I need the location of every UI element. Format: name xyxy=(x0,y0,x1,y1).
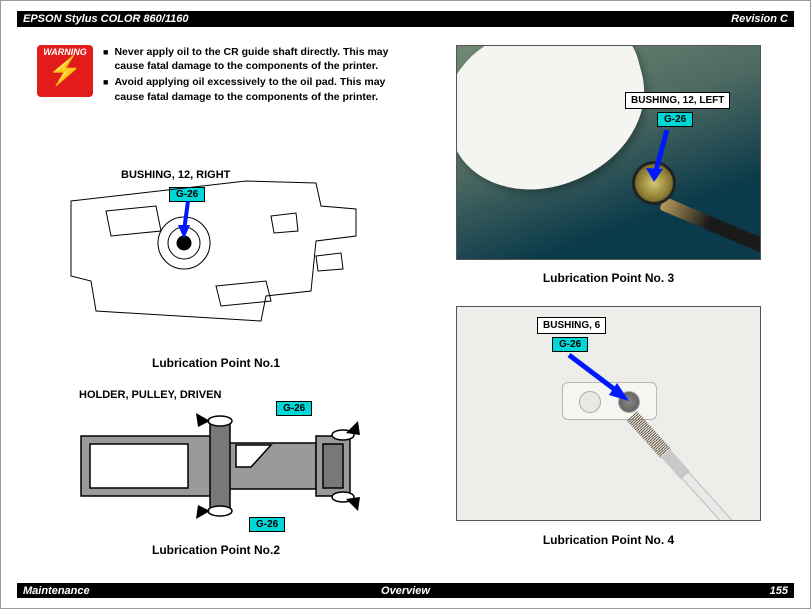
header-bar: EPSON Stylus COLOR 860/1160 Revision C xyxy=(17,11,794,27)
warning-text: ■Never apply oil to the CR guide shaft d… xyxy=(103,45,397,106)
footer-page: 155 xyxy=(770,585,788,597)
fig2-part-label: HOLDER, PULLEY, DRIVEN xyxy=(79,389,221,401)
fig1-lineart xyxy=(66,161,361,341)
fig3-caption: Lubrication Point No. 3 xyxy=(456,271,761,285)
lightning-icon: ⚡ xyxy=(37,57,93,85)
footer-subsection: Overview xyxy=(381,585,430,597)
figure-4: BUSHING, 6 G-26 xyxy=(456,306,761,521)
fig4-arrow xyxy=(457,307,761,521)
figure-2 xyxy=(76,411,361,521)
bullet-icon: ■ xyxy=(103,45,108,73)
footer-bar: Maintenance Overview 155 xyxy=(17,583,794,598)
doc-title: EPSON Stylus COLOR 860/1160 xyxy=(23,13,188,25)
fig2-lineart xyxy=(76,411,361,521)
figure-1 xyxy=(66,161,361,341)
footer-section: Maintenance xyxy=(23,585,90,597)
fig2-caption: Lubrication Point No.2 xyxy=(121,543,311,557)
fig3-arrow xyxy=(457,46,761,260)
doc-revision: Revision C xyxy=(731,13,788,25)
fig1-caption: Lubrication Point No.1 xyxy=(121,356,311,370)
fig4-caption: Lubrication Point No. 4 xyxy=(456,533,761,547)
figure-3: BUSHING, 12, LEFT G-26 xyxy=(456,45,761,260)
warning-item-1: Never apply oil to the CR guide shaft di… xyxy=(114,45,397,73)
warning-block: WARNING ⚡ ■Never apply oil to the CR gui… xyxy=(37,45,397,106)
warning-item-2: Avoid applying oil excessively to the oi… xyxy=(114,75,397,103)
warning-badge: WARNING ⚡ xyxy=(37,45,93,97)
bullet-icon: ■ xyxy=(103,75,108,103)
